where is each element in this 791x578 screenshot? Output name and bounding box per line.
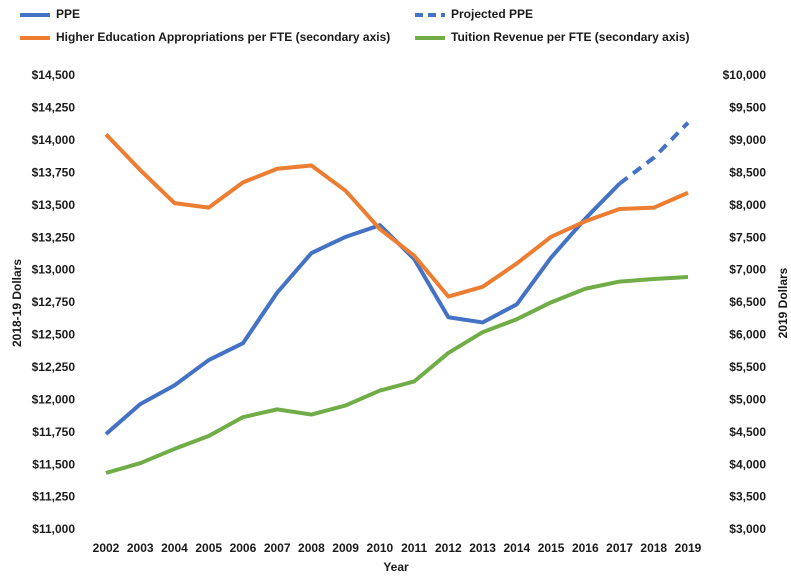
y-tick-label: $13,000	[32, 263, 76, 277]
x-tick-label: 2019	[675, 541, 702, 555]
y2-tick-label: $10,000	[723, 68, 767, 82]
x-tick-label: 2010	[367, 541, 394, 555]
x-axis-label: Year	[383, 560, 409, 574]
y2-tick-label: $8,500	[729, 165, 766, 179]
series-line	[105, 275, 689, 475]
y-tick-label: $12,000	[32, 392, 76, 406]
y2-tick-label: $4,500	[729, 425, 766, 439]
y2-tick-label: $8,000	[729, 198, 766, 212]
y-tick-label: $13,250	[32, 230, 76, 244]
x-tick-label: 2003	[127, 541, 154, 555]
y-tick-label: $12,750	[32, 295, 76, 309]
x-tick-label: 2017	[606, 541, 633, 555]
y-tick-label: $14,000	[32, 133, 76, 147]
y-tick-label: $13,750	[32, 165, 76, 179]
legend-label: Tuition Revenue per FTE (secondary axis)	[451, 30, 690, 44]
y-tick-label: $14,250	[32, 101, 76, 115]
series-line	[104, 182, 621, 436]
y2-tick-label: $5,000	[729, 392, 766, 406]
y-tick-label: $12,250	[32, 360, 76, 374]
x-tick-label: 2012	[435, 541, 462, 555]
legend-label: Projected PPE	[451, 7, 533, 21]
y2-axis-label: 2019 Dollars	[776, 267, 790, 338]
y-tick-label: $11,250	[32, 490, 75, 504]
y2-tick-label: $6,000	[729, 328, 766, 342]
y2-tick-label: $3,000	[729, 522, 766, 536]
x-tick-label: 2011	[401, 541, 427, 555]
y2-tick-label: $7,000	[729, 263, 766, 277]
y-tick-label: $11,750	[32, 425, 75, 439]
x-tick-label: 2005	[195, 541, 222, 555]
x-tick-label: 2002	[93, 541, 120, 555]
y2-tick-label: $5,500	[729, 360, 766, 374]
y-tick-label: $14,500	[32, 68, 76, 82]
x-tick-label: 2015	[538, 541, 565, 555]
legend-label: Higher Education Appropriations per FTE …	[56, 30, 390, 44]
series-line	[618, 121, 690, 186]
x-tick-label: 2016	[572, 541, 599, 555]
y-tick-label: $12,500	[32, 328, 76, 342]
x-tick-label: 2006	[230, 541, 257, 555]
y-axis-label: 2018-19 Dollars	[10, 259, 24, 347]
x-tick-label: 2018	[640, 541, 667, 555]
y-tick-label: $13,500	[32, 198, 76, 212]
y2-tick-label: $9,000	[729, 133, 766, 147]
y-tick-label: $11,500	[32, 457, 75, 471]
series-line	[104, 132, 689, 299]
x-tick-label: 2007	[264, 541, 291, 555]
x-tick-label: 2009	[332, 541, 359, 555]
y-tick-label: $11,000	[32, 522, 75, 536]
y2-tick-label: $3,500	[729, 490, 766, 504]
x-tick-label: 2004	[161, 541, 188, 555]
y2-tick-label: $6,500	[729, 295, 766, 309]
x-tick-label: 2008	[298, 541, 325, 555]
x-tick-label: 2013	[469, 541, 496, 555]
legend-label: PPE	[56, 7, 80, 21]
y2-tick-label: $4,000	[729, 457, 766, 471]
y2-tick-label: $7,500	[729, 230, 766, 244]
x-tick-label: 2014	[503, 541, 530, 555]
y2-tick-label: $9,500	[729, 101, 766, 115]
